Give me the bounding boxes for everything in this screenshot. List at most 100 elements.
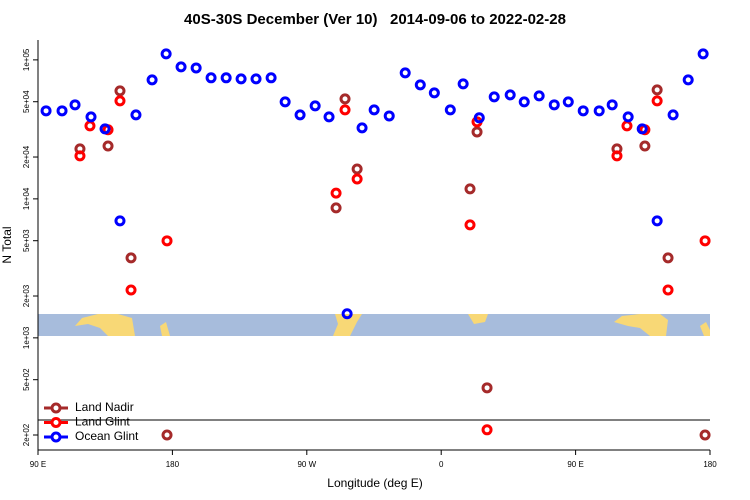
point — [175, 61, 187, 73]
point — [114, 215, 126, 227]
point — [160, 48, 172, 60]
point — [161, 429, 173, 441]
point — [330, 187, 342, 199]
point — [651, 84, 663, 96]
x-axis-title: Longitude (deg E) — [327, 476, 422, 490]
legend-swatch — [50, 417, 62, 428]
point — [662, 284, 674, 296]
y-tick-label: 1e+03 — [22, 326, 31, 349]
x-tick-label: 180 — [166, 460, 180, 469]
x-tick-label: 180 — [703, 460, 717, 469]
point — [341, 308, 353, 320]
y-tick-label: 5e+04 — [22, 90, 31, 113]
point — [56, 105, 68, 117]
point — [383, 110, 395, 122]
point — [125, 252, 137, 264]
point — [662, 252, 674, 264]
point — [265, 72, 277, 84]
point — [190, 62, 202, 74]
point — [85, 111, 97, 123]
point — [464, 219, 476, 231]
point — [457, 78, 469, 90]
point — [651, 215, 663, 227]
point — [351, 173, 363, 185]
point — [294, 109, 306, 121]
legend-swatch — [50, 431, 62, 443]
point — [339, 104, 351, 116]
point — [622, 111, 634, 123]
point — [651, 95, 663, 107]
y-tick-label: 1e+04 — [22, 187, 31, 210]
y-tick-label: 5e+03 — [22, 229, 31, 252]
legend-label: Land Nadir — [75, 400, 134, 414]
point — [667, 109, 679, 121]
point — [102, 140, 114, 152]
point — [40, 105, 52, 117]
x-tick-label: 0 — [439, 460, 444, 469]
point — [593, 105, 605, 117]
y-tick-label: 2e+03 — [22, 284, 31, 307]
y-tick-label: 5e+02 — [22, 368, 31, 391]
point — [444, 104, 456, 116]
point — [205, 72, 217, 84]
point — [351, 163, 363, 175]
x-tick-label: 90 E — [567, 460, 583, 469]
x-tick-label: 90 W — [297, 460, 316, 469]
point — [518, 96, 530, 108]
point — [504, 89, 516, 101]
legend-label: Ocean Glint — [75, 429, 139, 443]
point — [464, 183, 476, 195]
point — [235, 73, 247, 85]
point — [220, 72, 232, 84]
plot — [40, 48, 711, 441]
point — [473, 112, 485, 124]
chart-title: 40S-30S December (Ver 10) 2014-09-06 to … — [184, 11, 566, 28]
point — [114, 95, 126, 107]
point — [471, 126, 483, 138]
map-strip — [38, 314, 710, 336]
y-axis-title: N Total — [0, 226, 14, 263]
point — [114, 85, 126, 97]
point — [250, 73, 262, 85]
point — [279, 96, 291, 108]
point — [621, 120, 633, 132]
point — [428, 87, 440, 99]
x-tick-label: 90 E — [30, 460, 46, 469]
point — [548, 99, 560, 111]
point — [368, 104, 380, 116]
point — [639, 140, 651, 152]
point — [309, 100, 321, 112]
point — [606, 99, 618, 111]
point — [699, 235, 711, 247]
point — [533, 90, 545, 102]
point — [84, 120, 96, 132]
point — [69, 99, 81, 111]
point — [562, 96, 574, 108]
point — [611, 150, 623, 162]
point — [339, 93, 351, 105]
point — [146, 74, 158, 86]
point — [399, 67, 411, 79]
y-tick-label: 2e+02 — [22, 423, 31, 446]
point — [356, 122, 368, 134]
y-tick-label: 1e+05 — [22, 48, 31, 71]
point — [577, 105, 589, 117]
point — [682, 74, 694, 86]
point — [697, 48, 709, 60]
point — [414, 79, 426, 91]
point — [481, 382, 493, 394]
point — [330, 202, 342, 214]
point — [636, 123, 648, 135]
point — [481, 424, 493, 436]
point — [161, 235, 173, 247]
y-tick-label: 2e+04 — [22, 145, 31, 168]
point — [74, 150, 86, 162]
point — [125, 284, 137, 296]
point — [323, 111, 335, 123]
point — [99, 123, 111, 135]
legend-swatch — [50, 402, 62, 414]
legend-label: Land Glint — [75, 415, 130, 429]
point — [130, 109, 142, 121]
